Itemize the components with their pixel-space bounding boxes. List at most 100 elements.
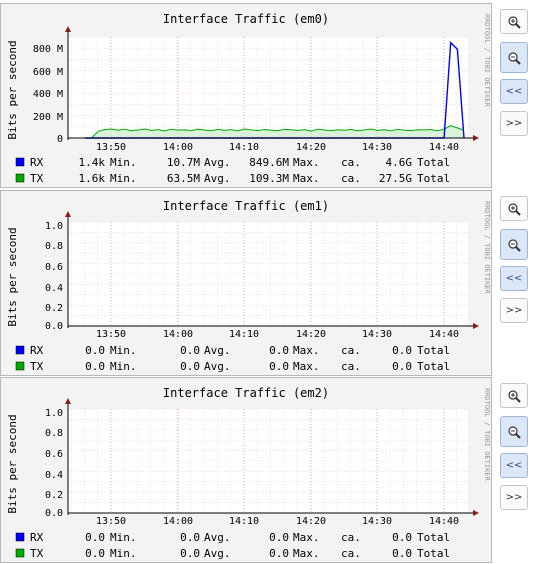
rrdtool-watermark: RRDTOOL / TOBI OETIKER <box>483 14 491 108</box>
x-tick-label: 14:30 <box>362 516 392 527</box>
legend-min: 0.0 <box>85 547 105 560</box>
pan-back-button[interactable]: << <box>500 266 528 291</box>
pan-back-label: << <box>505 85 523 97</box>
zoom-in-button[interactable] <box>500 196 528 221</box>
legend-min-label: Min. <box>110 344 137 357</box>
y-tick-label: 1.0 <box>45 221 63 232</box>
legend-name: RX <box>30 344 44 357</box>
axes <box>65 398 479 516</box>
legend-min: 0.0 <box>85 344 105 357</box>
legend-name: RX <box>30 531 44 544</box>
legend-avg-label: Avg. <box>204 172 231 185</box>
y-tick-label: 0.8 <box>45 241 63 252</box>
x-tick-label: 14:10 <box>229 142 259 153</box>
legend-min-label: Min. <box>110 531 137 544</box>
pan-forward-button[interactable]: >> <box>500 298 528 323</box>
legend-min-label: Min. <box>110 172 137 185</box>
x-tick-label: 13:50 <box>96 329 126 340</box>
x-tick-label: 14:10 <box>229 516 259 527</box>
graph-title: Interface Traffic (em1) <box>163 199 329 213</box>
zoom-in-button[interactable] <box>500 383 528 408</box>
legend-max-label: Max. <box>293 156 320 169</box>
legend-name: RX <box>30 156 44 169</box>
pan-forward-button[interactable]: >> <box>500 485 528 510</box>
x-tick-label: 14:40 <box>429 329 459 340</box>
legend-max: 0.0 <box>269 531 289 544</box>
x-axis-arrow <box>473 135 479 141</box>
legend-total-label: Total <box>417 156 450 169</box>
legend-avg: 0.0 <box>180 531 200 544</box>
legend-swatch-rx <box>15 157 25 167</box>
legend-avg: 63.5M <box>167 172 200 185</box>
legend-avg: 0.0 <box>180 360 200 373</box>
pan-back-label: << <box>505 459 523 471</box>
x-axis-arrow <box>473 510 479 516</box>
legend-total: 0.0 <box>392 360 412 373</box>
legend-avg: 0.0 <box>180 344 200 357</box>
y-tick-label: 0.2 <box>45 303 63 314</box>
pan-forward-button[interactable]: >> <box>500 111 528 136</box>
x-tick-label: 13:50 <box>96 142 126 153</box>
y-tick-label: 800 M <box>33 44 63 55</box>
legend-avg: 10.7M <box>167 156 200 169</box>
legend-total: 0.0 <box>392 344 412 357</box>
legend-max-label: Max. <box>293 360 320 373</box>
legend-min-label: Min. <box>110 360 137 373</box>
zoom-out-button[interactable] <box>500 42 528 73</box>
pan-back-button[interactable]: << <box>500 453 528 478</box>
graph-panel-em1: Interface Traffic (em1) Bits per second … <box>0 190 492 376</box>
magnifier-plus-icon <box>508 15 521 29</box>
graph-em0-svg: Interface Traffic (em0) Bits per second … <box>6 12 491 185</box>
x-tick-label: 14:20 <box>296 329 326 340</box>
axes <box>65 26 479 141</box>
legend-max: 0.0 <box>269 547 289 560</box>
graph-em1-svg: Interface Traffic (em1) Bits per second … <box>6 199 491 373</box>
legend-total: 0.0 <box>392 547 412 560</box>
magnifier-minus-icon <box>508 51 521 65</box>
x-tick-labels: 13:50 14:00 14:10 14:20 14:30 14:40 <box>96 329 459 340</box>
legend-total-label: Total <box>417 531 450 544</box>
zoom-out-button[interactable] <box>500 229 528 260</box>
y-tick-label: 200 M <box>33 112 63 123</box>
zoom-out-button[interactable] <box>500 416 528 447</box>
axes <box>65 211 479 329</box>
legend-avg-label: Avg. <box>204 344 231 357</box>
legend-swatch-tx <box>15 173 25 183</box>
legend-min-label: Min. <box>110 547 137 560</box>
pan-back-button[interactable]: << <box>500 79 528 104</box>
legend-swatch-rx <box>15 345 25 355</box>
legend-name: TX <box>30 547 44 560</box>
x-tick-label: 14:20 <box>296 142 326 153</box>
legend-total-label: Total <box>417 360 450 373</box>
y-axis-label: Bits per second <box>6 40 19 139</box>
y-axis-arrow <box>65 211 71 217</box>
legend-total: 27.5G <box>379 172 412 185</box>
legend-min: 1.4k <box>79 156 106 169</box>
legend-total-label: Total <box>417 344 450 357</box>
magnifier-plus-icon <box>508 389 521 403</box>
legend-avg-label: Avg. <box>204 531 231 544</box>
y-tick-label: 0.0 <box>45 508 63 519</box>
pan-forward-label: >> <box>505 117 523 129</box>
y-tick-label: 0.6 <box>45 449 63 460</box>
legend-max-label: Max. <box>293 172 320 185</box>
x-axis-arrow <box>473 323 479 329</box>
magnifier-minus-icon <box>508 238 521 252</box>
legend-ca-label: ca. <box>341 172 361 185</box>
legend-swatch-rx <box>15 532 25 542</box>
legend-swatch-tx <box>15 548 25 558</box>
y-tick-labels: 1.0 0.8 0.6 0.4 0.2 0.0 <box>45 221 63 332</box>
legend: RX 0.0 Min. 0.0 Avg. 0.0 Max. ca. 0.0 To… <box>15 344 450 373</box>
legend-max: 0.0 <box>269 360 289 373</box>
legend-max-label: Max. <box>293 547 320 560</box>
legend-total-label: Total <box>417 172 450 185</box>
zoom-in-button[interactable] <box>500 9 528 34</box>
legend-max: 109.3M <box>249 172 289 185</box>
y-axis-arrow <box>65 398 71 404</box>
graph-title: Interface Traffic (em0) <box>163 12 329 26</box>
graph-title: Interface Traffic (em2) <box>163 386 329 400</box>
legend-avg-label: Avg. <box>204 547 231 560</box>
x-tick-label: 14:30 <box>362 142 392 153</box>
legend-min: 0.0 <box>85 531 105 544</box>
y-tick-label: 0.4 <box>45 470 63 481</box>
